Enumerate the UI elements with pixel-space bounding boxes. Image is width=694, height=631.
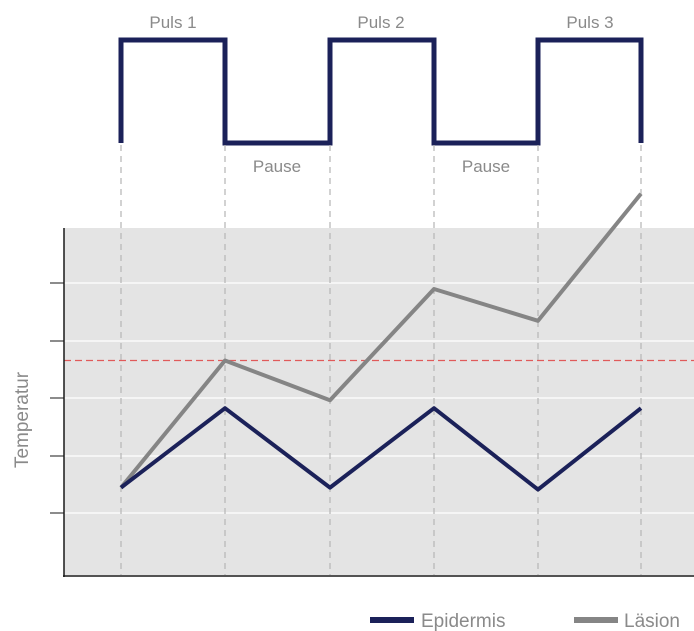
gridlines [64, 282, 694, 514]
y-axis-label: Temperatur [12, 371, 33, 468]
pulse-diagram [118, 37, 644, 146]
pulse-wave [118, 37, 644, 146]
series-lines [119, 192, 643, 492]
legend-swatch-epidermis [370, 617, 414, 623]
legend: Epidermis Läsion [370, 611, 680, 631]
axes [50, 228, 694, 577]
legend-swatch-lasion [574, 617, 618, 623]
legend-label-lasion: Läsion [624, 611, 680, 631]
series-line-lsion [119, 192, 643, 489]
legend-label-epidermis: Epidermis [421, 611, 505, 631]
series-line-epidermis [119, 406, 643, 492]
pause-label-1: Pause [253, 157, 301, 176]
pulse-label-1: Puls 1 [149, 13, 196, 32]
pause-label-2: Pause [462, 157, 510, 176]
plot-background [64, 228, 694, 575]
pulse-label-3: Puls 3 [566, 13, 613, 32]
pulse-label-2: Puls 2 [357, 13, 404, 32]
